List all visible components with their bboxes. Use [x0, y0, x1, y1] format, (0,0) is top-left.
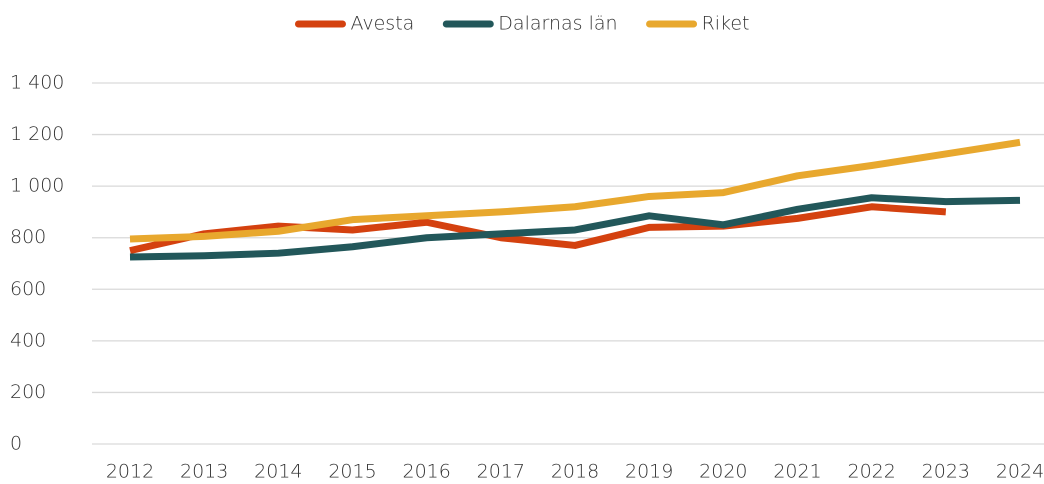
legend-label: Dalarnas län: [498, 13, 617, 35]
series-line: [129, 203, 947, 255]
y-tick-label: 200: [10, 381, 46, 403]
y-tick-label: 1 000: [10, 175, 64, 197]
x-tick-label: 2022: [847, 461, 895, 483]
y-tick-label: 800: [10, 226, 46, 248]
x-tick-label: 2016: [402, 461, 450, 483]
x-tick-label: 2013: [180, 461, 228, 483]
series-line: [129, 194, 1021, 261]
x-tick-label: 2012: [106, 461, 154, 483]
x-tick-label: 2019: [625, 461, 673, 483]
y-tick-label: 1 200: [10, 123, 64, 145]
x-tick-label: 2015: [328, 461, 376, 483]
y-tick-label: 0: [10, 433, 22, 455]
x-tick-label: 2014: [254, 461, 302, 483]
x-tick-label: 2020: [699, 461, 747, 483]
x-tick-label: 2018: [551, 461, 599, 483]
y-tick-label: 600: [10, 278, 46, 300]
y-tick-label: 1 400: [10, 72, 64, 94]
x-tick-label: 2017: [477, 461, 525, 483]
legend-label: Riket: [702, 13, 750, 35]
y-tick-label: 400: [10, 329, 46, 351]
x-tick-label: 2023: [922, 461, 970, 483]
x-tick-label: 2024: [996, 461, 1044, 483]
legend-label: Avesta: [350, 13, 414, 35]
series-line: [129, 138, 1021, 243]
x-tick-label: 2021: [773, 461, 821, 483]
